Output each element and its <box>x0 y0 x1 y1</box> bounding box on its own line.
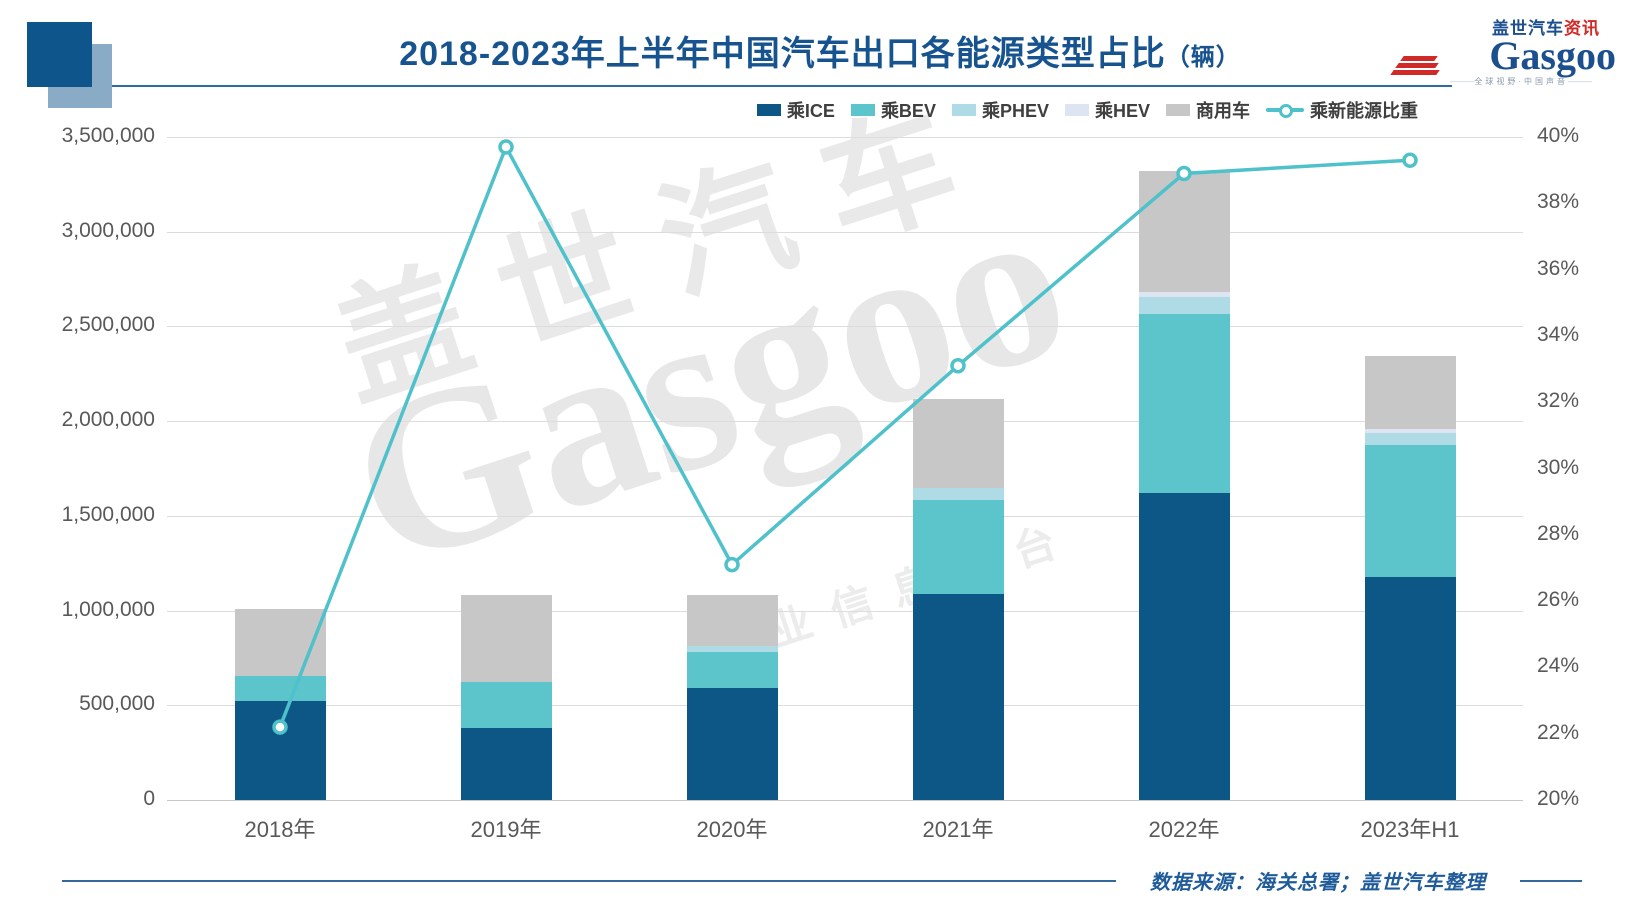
legend-item-乘PHEV: 乘PHEV <box>951 97 1049 123</box>
bar-segment-乘BEV <box>460 681 552 728</box>
decoration-square-dark <box>27 22 92 87</box>
legend-label: 乘PHEV <box>981 101 1049 121</box>
bar-segment-商用车 <box>1364 355 1456 429</box>
right-axis-tick-label: 26% <box>1537 588 1580 612</box>
y-axis-tick-label: 3,000,000 <box>61 218 155 242</box>
right-axis-tick-label: 40% <box>1537 124 1580 147</box>
footer-rule-left <box>62 879 1116 882</box>
legend-label: 乘HEV <box>1094 101 1150 121</box>
y-axis-tick-label: 2,500,000 <box>61 313 155 337</box>
bar-segment-乘BEV <box>912 499 1004 594</box>
x-axis-tick-label: 2021年 <box>922 817 994 842</box>
gridline <box>167 137 1523 138</box>
gasgoo-logo: 盖世汽车资讯 Gasgoo 全球视野·中国声音 <box>1386 14 1626 100</box>
bar-segment-商用车 <box>686 595 778 646</box>
trend-point <box>498 139 514 155</box>
bar-segment-商用车 <box>912 399 1004 489</box>
legend-swatch-icon <box>850 104 875 116</box>
bar-segment-乘PHEV <box>1138 297 1230 315</box>
legend-item-乘BEV: 乘BEV <box>850 97 936 123</box>
gridline <box>167 610 1523 612</box>
bar-segment-商用车 <box>234 608 326 676</box>
footer: 数据来源：海关总署；盖世汽车整理 <box>62 866 1582 895</box>
legend-swatch-icon <box>1166 104 1190 116</box>
legend-swatch-icon <box>756 104 781 116</box>
bar-segment-乘ICE <box>460 728 552 800</box>
legend-label: 乘ICE <box>786 101 835 121</box>
title-underline <box>80 85 1452 87</box>
right-axis-tick-label: 38% <box>1537 190 1580 214</box>
y-axis-tick-label: 500,000 <box>79 692 155 716</box>
trend-point <box>724 556 740 573</box>
bar-segment-乘BEV <box>234 675 326 702</box>
legend-label: 乘BEV <box>880 101 936 121</box>
right-axis-tick-label: 36% <box>1537 256 1580 280</box>
y-axis-tick-label: 2,000,000 <box>61 408 155 432</box>
right-axis-tick-label: 24% <box>1537 654 1580 678</box>
right-axis-tick-label: 34% <box>1537 322 1580 346</box>
bar-segment-商用车 <box>1138 171 1230 293</box>
bar-segment-乘ICE <box>234 701 326 800</box>
legend-label: 乘新能源比重 <box>1310 101 1418 121</box>
page-title-text: 2018-2023年上半年中国汽车出口各能源类型占比 <box>399 35 1166 73</box>
legend-item-乘HEV: 乘HEV <box>1064 97 1150 123</box>
bar-segment-乘ICE <box>686 688 778 800</box>
logo-stripes-icon <box>1390 54 1440 80</box>
legend-swatch-icon <box>951 104 976 116</box>
bar-segment-乘BEV <box>686 652 778 689</box>
logo-wordmark: Gasgoo <box>1489 33 1616 78</box>
x-axis-tick-label: 2018年 <box>244 817 316 842</box>
gridline <box>167 421 1523 423</box>
gridline <box>167 515 1523 517</box>
footer-rule-right <box>1520 879 1582 882</box>
bar-segment-乘BEV <box>1138 314 1230 494</box>
bar-segment-乘ICE <box>1364 577 1456 800</box>
bar-segment-乘PHEV <box>912 488 1004 500</box>
right-axis-tick-label: 30% <box>1537 455 1580 479</box>
bar-segment-乘ICE <box>912 593 1004 800</box>
right-axis-tick-label: 32% <box>1537 389 1580 413</box>
page-title: 2018-2023年上半年中国汽车出口各能源类型占比（辆） <box>0 26 1640 75</box>
bar-segment-乘PHEV <box>686 645 778 653</box>
right-axis-tick-label: 28% <box>1537 521 1580 545</box>
page-title-unit: （辆） <box>1165 44 1241 71</box>
x-axis-tick-label: 2020年 <box>696 817 768 842</box>
y-axis-tick-label: 3,500,000 <box>61 124 155 147</box>
legend-line-marker-icon <box>1266 104 1304 118</box>
x-axis-tick-label: 2022年 <box>1148 817 1220 842</box>
logo-tagline: 全球视野·中国声音 <box>1386 76 1592 87</box>
right-axis-tick-label: 20% <box>1537 787 1580 810</box>
bar-segment-乘HEV <box>1138 292 1230 298</box>
bar-segment-乘HEV <box>1364 428 1456 434</box>
logo-brand-cn: 盖世汽车资讯 <box>1492 19 1600 38</box>
gridline <box>167 326 1523 328</box>
y-axis-tick-label: 1,500,000 <box>61 502 155 526</box>
legend-item-乘新能源比重: 乘新能源比重 <box>1266 97 1418 123</box>
x-axis-tick-label: 2019年 <box>470 817 542 842</box>
legend-item-商用车: 商用车 <box>1166 97 1250 123</box>
x-axis-tick-label: 2023年H1 <box>1360 817 1460 842</box>
bar-segment-乘PHEV <box>1364 433 1456 445</box>
y-axis-tick-label: 1,000,000 <box>61 597 155 621</box>
gridline <box>167 705 1523 707</box>
gridline <box>167 800 1523 801</box>
y-axis-tick-label: 0 <box>143 787 155 810</box>
legend-item-乘ICE: 乘ICE <box>756 97 835 123</box>
legend-swatch-icon <box>1064 104 1089 116</box>
bar-segment-乘ICE <box>1138 493 1230 800</box>
source-note: 数据来源：海关总署；盖世汽车整理 <box>1150 872 1486 894</box>
bar-segment-商用车 <box>460 595 552 682</box>
gridline <box>167 231 1523 233</box>
trend-point <box>1402 152 1418 168</box>
right-axis-tick-label: 22% <box>1537 720 1580 744</box>
bar-segment-乘BEV <box>1364 444 1456 578</box>
chart-legend: 乘ICE 乘BEV 乘PHEV 乘HEV 商用车 乘新能源比重 <box>756 97 1418 123</box>
legend-label: 商用车 <box>1196 101 1250 121</box>
